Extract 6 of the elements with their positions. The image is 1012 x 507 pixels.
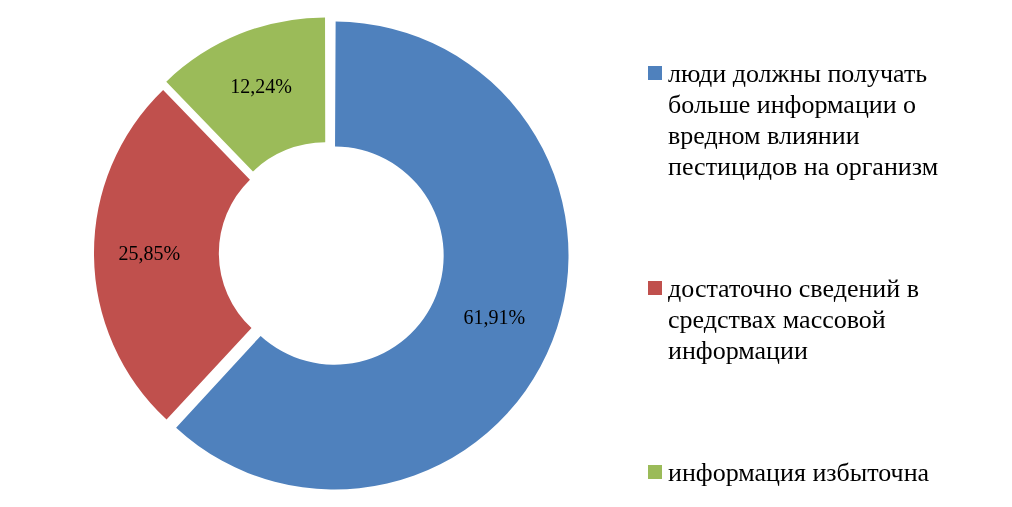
legend-label: люди должны получать больше информации о вредном влиянии пестицидов на организм	[668, 58, 940, 182]
data-label: 25,85%	[118, 242, 181, 265]
data-label: 61,91%	[463, 305, 526, 328]
legend-label: информация избыточна	[668, 457, 930, 488]
legend-label: достаточно сведений в средствах массовой информации	[668, 273, 920, 366]
data-label: 12,24%	[230, 74, 292, 97]
